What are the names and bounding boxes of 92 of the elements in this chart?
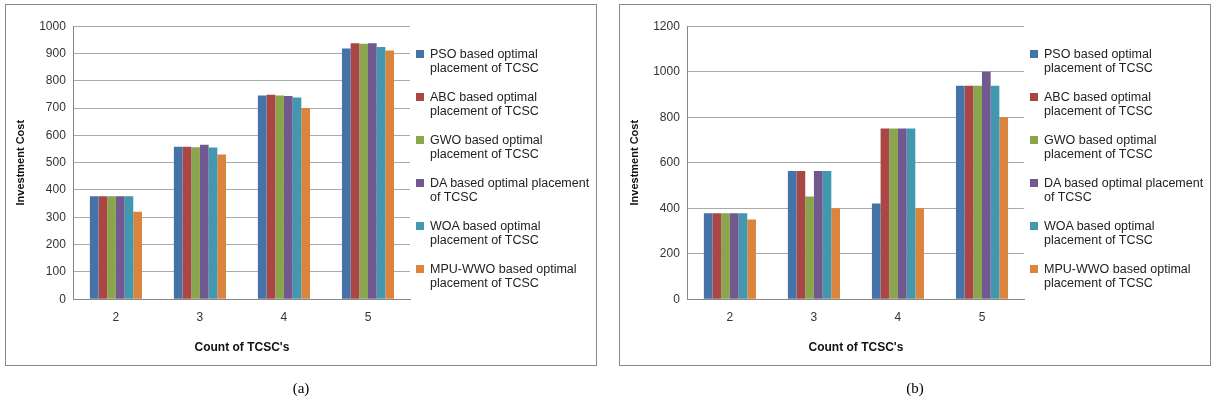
y-tick-label: 300 [45, 209, 67, 224]
y-tick-label: 800 [659, 109, 681, 124]
bar [999, 117, 1009, 299]
x-axis-title: Count of TCSC's [194, 340, 290, 355]
y-tick-label: 800 [45, 73, 67, 88]
bar [275, 95, 284, 299]
legend-label: WOA based optimal placement of TCSC [430, 219, 542, 247]
bar [191, 147, 200, 299]
x-tick-label: 4 [280, 309, 288, 324]
bar [115, 196, 125, 299]
bar [897, 128, 907, 299]
bar [283, 96, 293, 299]
x-tick-label: 3 [196, 309, 204, 324]
bar [787, 171, 797, 299]
y-tick-label: 200 [45, 236, 67, 251]
legend-label: WOA based optimal placement of TCSC [1044, 219, 1156, 247]
bar [973, 85, 982, 299]
bar [301, 108, 311, 299]
bar [889, 128, 898, 299]
legend-label: ABC based optimal placement of TCSC [1044, 90, 1154, 118]
bar [805, 196, 814, 299]
bar [173, 146, 183, 299]
bar [871, 203, 881, 299]
y-axis-title: Investment Cost [627, 119, 640, 206]
bar [712, 213, 722, 299]
x-tick-label: 2 [112, 309, 120, 324]
bar [208, 147, 218, 299]
bar [813, 171, 823, 299]
bar [292, 97, 302, 299]
bar [199, 144, 209, 299]
y-tick-label: 600 [659, 155, 681, 170]
y-tick-label: 1000 [39, 18, 67, 33]
bar [385, 50, 395, 299]
y-tick-label: 100 [45, 264, 67, 279]
bar [964, 85, 974, 299]
legend-label: GWO based optimal placement of TCSC [1044, 133, 1158, 161]
legend-label: GWO based optimal placement of TCSC [430, 133, 544, 161]
bar [880, 128, 890, 299]
legend-label: DA based optimal placement of TCSC [430, 176, 591, 204]
x-tick-label: 2 [726, 309, 734, 324]
legend-label: MPU-WWO based optimal placement of TCSC [430, 262, 578, 290]
y-tick-label: 900 [45, 45, 67, 60]
bar [796, 171, 806, 299]
text: (a) [292, 380, 310, 397]
x-axis-title: Count of TCSC's [808, 340, 904, 355]
y-tick-label: 700 [45, 100, 67, 115]
legend-label: PSO based optimal placement of TCSC [430, 47, 540, 75]
bar [703, 213, 713, 299]
y-axis-title: Investment Cost [13, 119, 26, 206]
bar [990, 85, 1000, 299]
x-tick-label: 3 [810, 309, 818, 324]
bar [266, 94, 276, 299]
y-tick-label: 500 [45, 155, 67, 170]
bar [367, 43, 377, 299]
bar [359, 43, 368, 299]
legend-label: PSO based optimal placement of TCSC [1044, 47, 1154, 75]
bar [341, 48, 351, 299]
bar [822, 171, 832, 299]
bar [107, 196, 116, 299]
y-tick-label: 400 [45, 182, 67, 197]
y-tick-label: 0 [59, 291, 67, 306]
bar [729, 213, 739, 299]
bar [376, 46, 386, 299]
bar [721, 213, 730, 299]
y-tick-label: 0 [673, 291, 681, 306]
text: (b) [906, 380, 924, 397]
bar [217, 154, 226, 299]
bar [89, 196, 99, 299]
x-tick-label: 4 [894, 309, 902, 324]
legend-label: DA based optimal placement of TCSC [1044, 176, 1205, 204]
bar [955, 85, 965, 299]
y-tick-label: 200 [659, 246, 681, 261]
bar [182, 146, 192, 299]
bar [98, 196, 108, 299]
bar [831, 208, 840, 299]
y-tick-label: 1200 [653, 18, 681, 33]
bar [747, 219, 756, 299]
bar [133, 211, 142, 299]
bar [124, 196, 134, 299]
x-tick-label: 5 [978, 309, 986, 324]
legend-label: ABC based optimal placement of TCSC [430, 90, 540, 118]
bar [906, 128, 916, 299]
y-tick-label: 600 [45, 127, 67, 142]
bar [738, 213, 748, 299]
bar [981, 71, 991, 299]
y-tick-label: 1000 [653, 64, 681, 79]
x-tick-label: 5 [364, 309, 372, 324]
legend-label: MPU-WWO based optimal placement of TCSC [1044, 262, 1192, 290]
bar [350, 43, 360, 299]
bar [257, 95, 267, 299]
bar [915, 208, 925, 299]
y-tick-label: 400 [659, 200, 681, 215]
